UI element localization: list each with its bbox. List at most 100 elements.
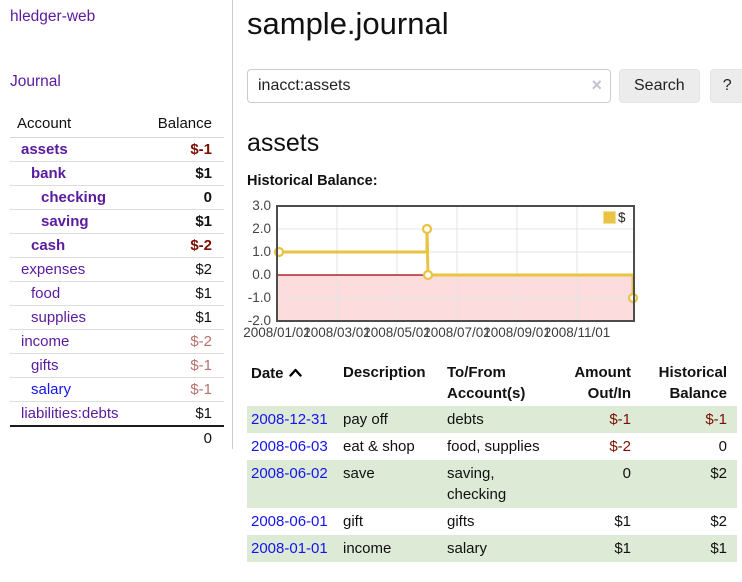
date-link[interactable]: 2008-06-02	[251, 465, 328, 482]
accounts-cell: saving, checking	[447, 465, 507, 503]
search-button[interactable]: Search	[619, 69, 700, 103]
amount-cell: $1	[614, 540, 631, 557]
header-amount-outin: Amount Out/In	[574, 364, 631, 402]
x-tick-label: 2008/05/01	[363, 325, 431, 340]
search-form: × Search ?	[247, 69, 742, 103]
clear-search-icon[interactable]: ×	[591, 75, 602, 95]
account-row: assets $-1	[10, 137, 224, 162]
account-link-saving[interactable]: saving	[41, 213, 89, 230]
accounts-table: Account Balance assets $-1 bank $1 check…	[10, 112, 224, 449]
account-row: liabilities:debts $1	[10, 402, 224, 427]
register-table: Date Description To/From Account(s) Amou…	[247, 360, 737, 562]
account-link-supplies[interactable]: supplies	[31, 309, 87, 326]
header-tofrom-accounts: To/From Account(s)	[447, 364, 526, 402]
date-link[interactable]: 2008-01-01	[251, 540, 328, 557]
gridlines	[277, 206, 634, 321]
account-link-salary[interactable]: salary	[31, 381, 72, 398]
account-balance: $1	[137, 281, 224, 306]
sort-asc-icon	[288, 362, 302, 383]
account-balance: $1	[137, 161, 224, 186]
account-balance: 0	[137, 185, 224, 210]
account-balance: $-2	[137, 329, 224, 354]
balance-cell: $1	[710, 540, 727, 557]
account-link-expenses[interactable]: expenses	[21, 261, 86, 278]
account-row: income $-2	[10, 329, 224, 354]
account-row: expenses $2	[10, 257, 224, 282]
account-row: salary $-1	[10, 377, 224, 402]
help-button[interactable]: ?	[709, 69, 742, 103]
description-cell: eat & shop	[343, 438, 415, 455]
transaction-row: 2008-12-31 pay off debts $-1 $-1	[247, 406, 737, 433]
y-tick-label: 3.0	[252, 198, 271, 213]
header-date[interactable]: Date	[247, 360, 343, 406]
account-link-checking[interactable]: checking	[41, 189, 107, 206]
account-link-income[interactable]: income	[21, 333, 70, 350]
x-tick-label: 2008/07/01	[423, 325, 491, 340]
account-link-bank[interactable]: bank	[31, 165, 67, 182]
transaction-row: 2008-06-02 save saving, checking 0 $2	[247, 460, 737, 508]
balance-cell: $-1	[705, 411, 727, 428]
header-description: Description	[343, 364, 426, 381]
description-cell: pay off	[343, 411, 388, 428]
accounts-cell: food, supplies	[447, 438, 540, 455]
app-title-link[interactable]: hledger-web	[10, 8, 96, 25]
balance-cell: $2	[710, 513, 727, 530]
y-tick-label: -2.0	[247, 313, 271, 328]
amount-cell: $-1	[609, 411, 631, 428]
account-balance: $-1	[137, 377, 224, 402]
account-link-food[interactable]: food	[31, 285, 61, 302]
date-link[interactable]: 2008-06-01	[251, 513, 328, 530]
search-input[interactable]	[247, 69, 611, 103]
description-cell: save	[343, 465, 375, 482]
account-link-gifts[interactable]: gifts	[31, 357, 59, 374]
sidebar-item-journal[interactable]: Journal	[10, 73, 61, 90]
x-tick-label: 2008/01/01	[243, 325, 311, 340]
account-link-liabilities-debts[interactable]: liabilities:debts	[21, 405, 119, 422]
y-tick-label: 2.0	[252, 221, 271, 236]
amount-cell: $1	[614, 513, 631, 530]
account-balance: $1	[137, 209, 224, 234]
account-heading: assets	[247, 129, 320, 157]
account-balance: $-2	[137, 233, 224, 258]
balance-line-chart	[273, 205, 639, 322]
account-balance: $1	[195, 405, 212, 422]
chart-title: Historical Balance:	[247, 173, 378, 189]
main-content: sample.journal × Search ? assets Histori…	[243, 0, 742, 562]
account-row: cash $-2	[10, 233, 224, 258]
x-tick-label: 2008/09/01	[483, 325, 551, 340]
accounts-total-row: 0	[10, 425, 224, 449]
account-row: food $1	[10, 281, 224, 306]
account-balance: $-1	[137, 353, 224, 378]
account-row: bank $1	[10, 161, 224, 186]
plot-border	[276, 205, 635, 322]
description-cell: income	[343, 540, 392, 557]
date-link[interactable]: 2008-06-03	[251, 438, 328, 455]
chart-plot-area	[273, 205, 639, 322]
account-row: checking 0	[10, 185, 224, 210]
account-link-cash[interactable]: cash	[31, 237, 66, 254]
accounts-cell: debts	[447, 411, 484, 428]
date-link[interactable]: 2008-12-31	[251, 411, 328, 428]
account-row: saving $1	[10, 209, 224, 234]
y-tick-label: 1.0	[252, 244, 271, 259]
accounts-cell: gifts	[447, 513, 475, 530]
amount-cell: $-2	[609, 438, 631, 455]
account-balance: $1	[137, 305, 224, 330]
account-balance: $2	[137, 257, 224, 282]
chart-legend: $	[603, 210, 626, 225]
description-cell: gift	[343, 513, 364, 530]
accounts-total-value: 0	[137, 425, 224, 449]
accounts-header-account: Account	[10, 112, 138, 138]
y-tick-label: -1.0	[247, 290, 271, 305]
header-date-label: Date	[251, 365, 284, 382]
header-historical-balance: Historical Balance	[658, 364, 727, 402]
balance-cell: $2	[710, 465, 727, 482]
x-tick-label: 2008/11/01	[543, 325, 611, 340]
x-tick-label: 2008/03/01	[303, 325, 371, 340]
account-link-assets[interactable]: assets	[21, 141, 68, 158]
transaction-row: 2008-01-01 income salary $1 $1	[247, 535, 737, 562]
transaction-row: 2008-06-01 gift gifts $1 $2	[247, 508, 737, 535]
historical-balance-chart[interactable]: 3.0 2.0 1.0 0.0 -1.0 -2.0	[243, 198, 737, 350]
legend-label: $	[618, 210, 626, 225]
sidebar: hledger-web Journal Account Balance asse…	[0, 0, 233, 449]
